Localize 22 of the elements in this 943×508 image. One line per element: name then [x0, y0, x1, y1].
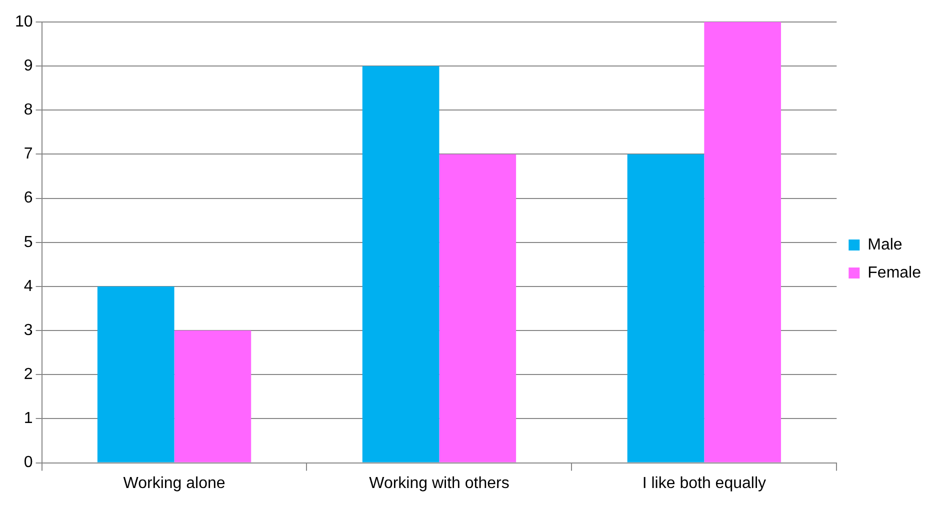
bar [362, 66, 440, 462]
y-tick-label: 7 [24, 146, 33, 163]
y-tick-label: 0 [24, 454, 33, 472]
y-tick-label: 6 [24, 190, 33, 207]
y-tick-label: 3 [24, 322, 33, 339]
y-tick-label: 1 [24, 410, 33, 428]
y-tick-label: 4 [24, 278, 33, 295]
bar [439, 154, 516, 462]
x-tick-label: Working alone [123, 474, 226, 492]
legend-label: Male [868, 236, 902, 254]
bar [704, 22, 782, 462]
legend-label: Female [868, 264, 922, 282]
x-tick-label: Working with others [369, 474, 510, 492]
bar [97, 286, 174, 462]
y-tick-label: 2 [24, 366, 33, 384]
bar [174, 330, 252, 462]
y-tick-label: 8 [24, 102, 33, 119]
y-tick-label: 10 [15, 13, 33, 30]
y-tick-label: 9 [24, 57, 33, 74]
x-tick-label: I like both equally [642, 474, 766, 492]
y-tick-label: 5 [24, 234, 33, 251]
bar [627, 154, 704, 462]
